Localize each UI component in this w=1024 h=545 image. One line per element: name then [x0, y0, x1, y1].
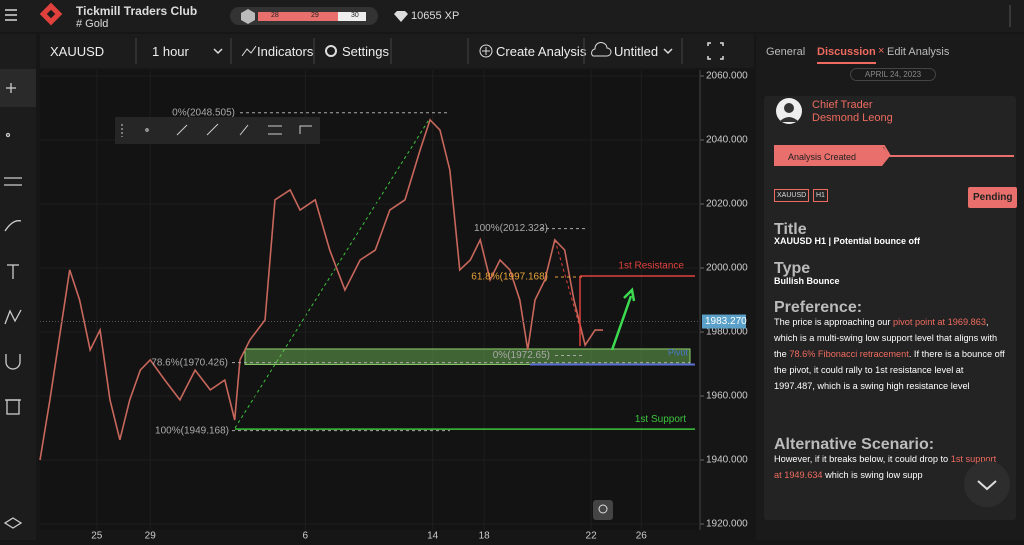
fib-label: 61.8%(1997.168) [471, 272, 548, 283]
label: Type [774, 260, 811, 277]
label: Preference: [774, 299, 863, 316]
draw-toolbar[interactable] [115, 117, 320, 144]
symbol[interactable]: XAUUSD [50, 44, 105, 59]
idea-icon [598, 504, 608, 514]
y-tick-label: 2040.000 [706, 135, 748, 146]
status: Pending [968, 187, 1018, 208]
tab[interactable]: Edit Analysis [887, 46, 950, 58]
text: which is swing low supp [822, 470, 923, 480]
indicators[interactable]: Indicators [257, 44, 314, 59]
text: . If there is a bounce off the pivot, it… [774, 349, 1005, 391]
current-price: 1983.270 [705, 316, 747, 327]
level: 29 [311, 12, 319, 19]
y-tick-label: 2020.000 [706, 199, 748, 210]
x-tick-label: 22 [586, 531, 598, 540]
fib-label: 0%(2048.505) [172, 107, 235, 118]
highlight: pivot point at 1969.863 [893, 317, 986, 327]
current-price-box [702, 314, 746, 329]
timeframe[interactable]: 1 hour [152, 44, 189, 59]
analysis-card: Chief Trader Desmond Leong Analysis Crea… [764, 96, 1018, 520]
drawing-sidebar [0, 34, 36, 540]
role: Chief Trader [812, 99, 873, 111]
highlight: 1st support at 1949.634 [774, 454, 997, 480]
x-tick-label: 18 [479, 531, 491, 540]
text: However, if it breaks below, it could dr… [774, 454, 951, 464]
arrow-head [623, 287, 636, 302]
x-tick-label: 29 [145, 531, 157, 540]
layout-name[interactable]: Untitled [614, 44, 659, 59]
tool-icons [0, 69, 36, 529]
pivot-zone [244, 348, 691, 365]
tab-close[interactable]: × [878, 45, 885, 57]
y-tick-label: 1960.000 [706, 391, 748, 402]
level-label: 1st Support [635, 414, 686, 425]
x-tick-label: 6 [303, 531, 309, 540]
highlight: 78.6% Fibonacci retracement [789, 349, 909, 359]
y-tick-label: 2060.000 [706, 71, 748, 82]
settings[interactable]: Settings [342, 44, 389, 59]
arrow [610, 295, 633, 351]
fib-label: 100%(2012.323) [474, 223, 548, 234]
label: Alternative Scenario: [774, 436, 935, 453]
preference: The price is approaching our pivot point… [774, 314, 1006, 394]
price-line [39, 118, 603, 461]
fib-label: 0%(1972.65) [493, 350, 550, 361]
type: Bullish Bounce [774, 276, 840, 286]
xp: 10655 XP [411, 10, 460, 22]
x-tick-label: 26 [636, 531, 648, 540]
top-bar: Tickmill Traders Club # Gold 28 29 30 10… [0, 0, 1024, 32]
label: Title [774, 221, 807, 238]
zone-label: Pivot [668, 347, 689, 357]
fib-trend [234, 117, 431, 429]
y-tick-label: 1940.000 [706, 455, 748, 466]
alternative: However, if it breaks below, it could dr… [774, 451, 1006, 483]
card-graphics [774, 98, 1014, 166]
toolbar-icons [135, 38, 724, 64]
text: , which is a multi-swing low support lev… [774, 317, 998, 359]
level-label: 1st Resistance [618, 261, 684, 272]
level: 28 [271, 12, 279, 19]
y-tick-label: 2000.000 [706, 263, 748, 274]
y-tick-label: 1980.000 [706, 327, 748, 338]
tab-active[interactable]: Discussion [817, 46, 876, 64]
tab[interactable]: General [766, 46, 806, 58]
price-chart[interactable]: 2060.000 2040.000 2020.000 2000.000 1980.000… [0, 0, 755, 540]
title: XAUUSD H1 | Potential bounce off [774, 236, 921, 246]
date: APRIL 24, 2023 [850, 68, 936, 81]
x-tick-label: 25 [91, 531, 103, 540]
x-tick-label: 14 [427, 531, 439, 540]
scroll-button[interactable] [963, 460, 1011, 508]
tag: XAUUSD [774, 189, 810, 202]
toolbar: XAUUSD 1 hour Indicators Settings Create… [40, 34, 754, 68]
create-analysis[interactable]: Create Analysis [496, 44, 587, 59]
club-name: Tickmill Traders Club [76, 4, 198, 18]
author[interactable]: Desmond Leong [812, 112, 893, 124]
top-icons [5, 2, 1011, 27]
idea-button[interactable] [593, 500, 613, 520]
y-tick-label: 1920.000 [706, 519, 748, 530]
fib-label: 78.6%(1970.426) [151, 357, 228, 368]
channel[interactable]: # Gold [76, 18, 109, 30]
event: Analysis Created [788, 152, 857, 162]
text: The price is approaching our [774, 317, 893, 327]
fib-label: 100%(1949.168) [155, 425, 229, 436]
tag: H1 [813, 189, 828, 202]
level: 30 [351, 12, 359, 19]
